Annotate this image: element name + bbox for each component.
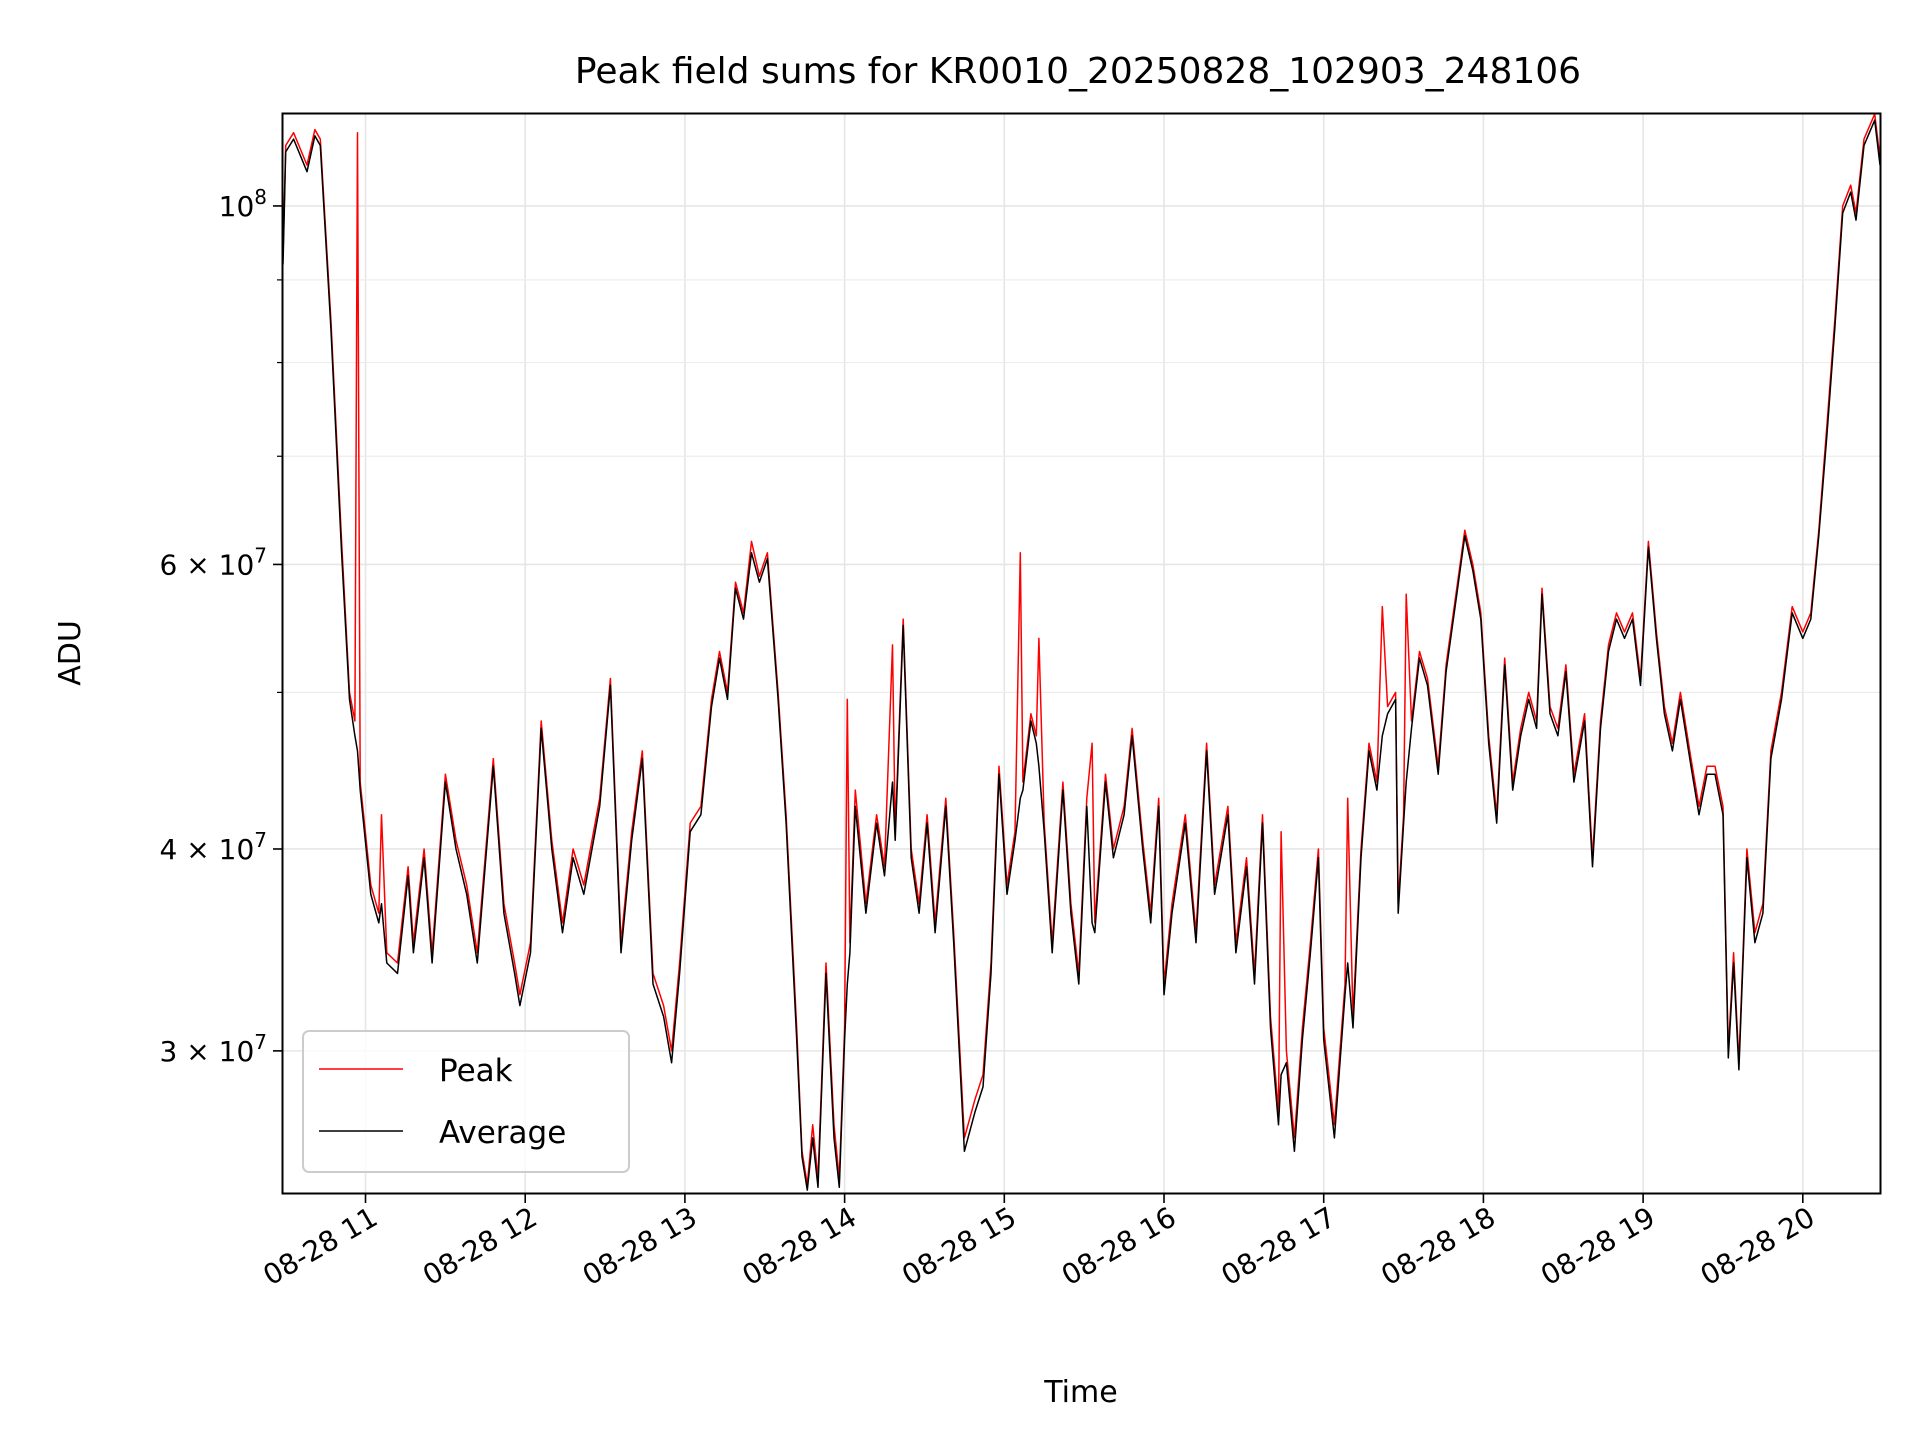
chart-title: Peak field sums for KR0010_20250828_1029… [575, 51, 1581, 92]
y-tick-label: 4 × 107 [160, 828, 267, 866]
x-tick-label: 08-28 12 [417, 1200, 543, 1292]
legend: Peak Average [302, 1030, 630, 1173]
x-tick-label: 08-28 19 [1535, 1200, 1661, 1292]
legend-label-average: Average [439, 1115, 566, 1151]
legend-label-peak: Peak [439, 1053, 513, 1089]
series-line-peak [282, 113, 1881, 1186]
grid [283, 114, 1880, 1193]
x-tick-label: 08-28 11 [257, 1200, 383, 1292]
x-tick-label: 08-28 16 [1056, 1200, 1182, 1292]
x-tick-label: 08-28 14 [737, 1200, 863, 1292]
y-tick-label: 3 × 107 [160, 1030, 267, 1068]
x-tick-label: 08-28 18 [1375, 1200, 1501, 1292]
x-tick-label: 08-28 15 [896, 1200, 1022, 1292]
x-tick-label: 08-28 17 [1216, 1200, 1342, 1292]
y-tick-label: 6 × 107 [160, 543, 267, 581]
x-tick-label: 08-28 20 [1695, 1200, 1821, 1292]
plot-frame [281, 112, 1882, 1195]
series-line-average [282, 119, 1881, 1191]
y-axis-label: ADU [53, 620, 88, 686]
y-tick-label: 108 [219, 185, 267, 223]
x-axis-label: Time [1043, 1375, 1117, 1410]
y-axis: 108 6 × 107 4 × 107 3 × 107 [160, 185, 283, 1068]
x-tick-label: 08-28 13 [577, 1200, 703, 1292]
x-axis: 08-28 11 08-28 12 08-28 13 08-28 14 08-28 15… [257, 1193, 1820, 1292]
legend-box [302, 1030, 630, 1173]
plot-area [282, 113, 1881, 1191]
